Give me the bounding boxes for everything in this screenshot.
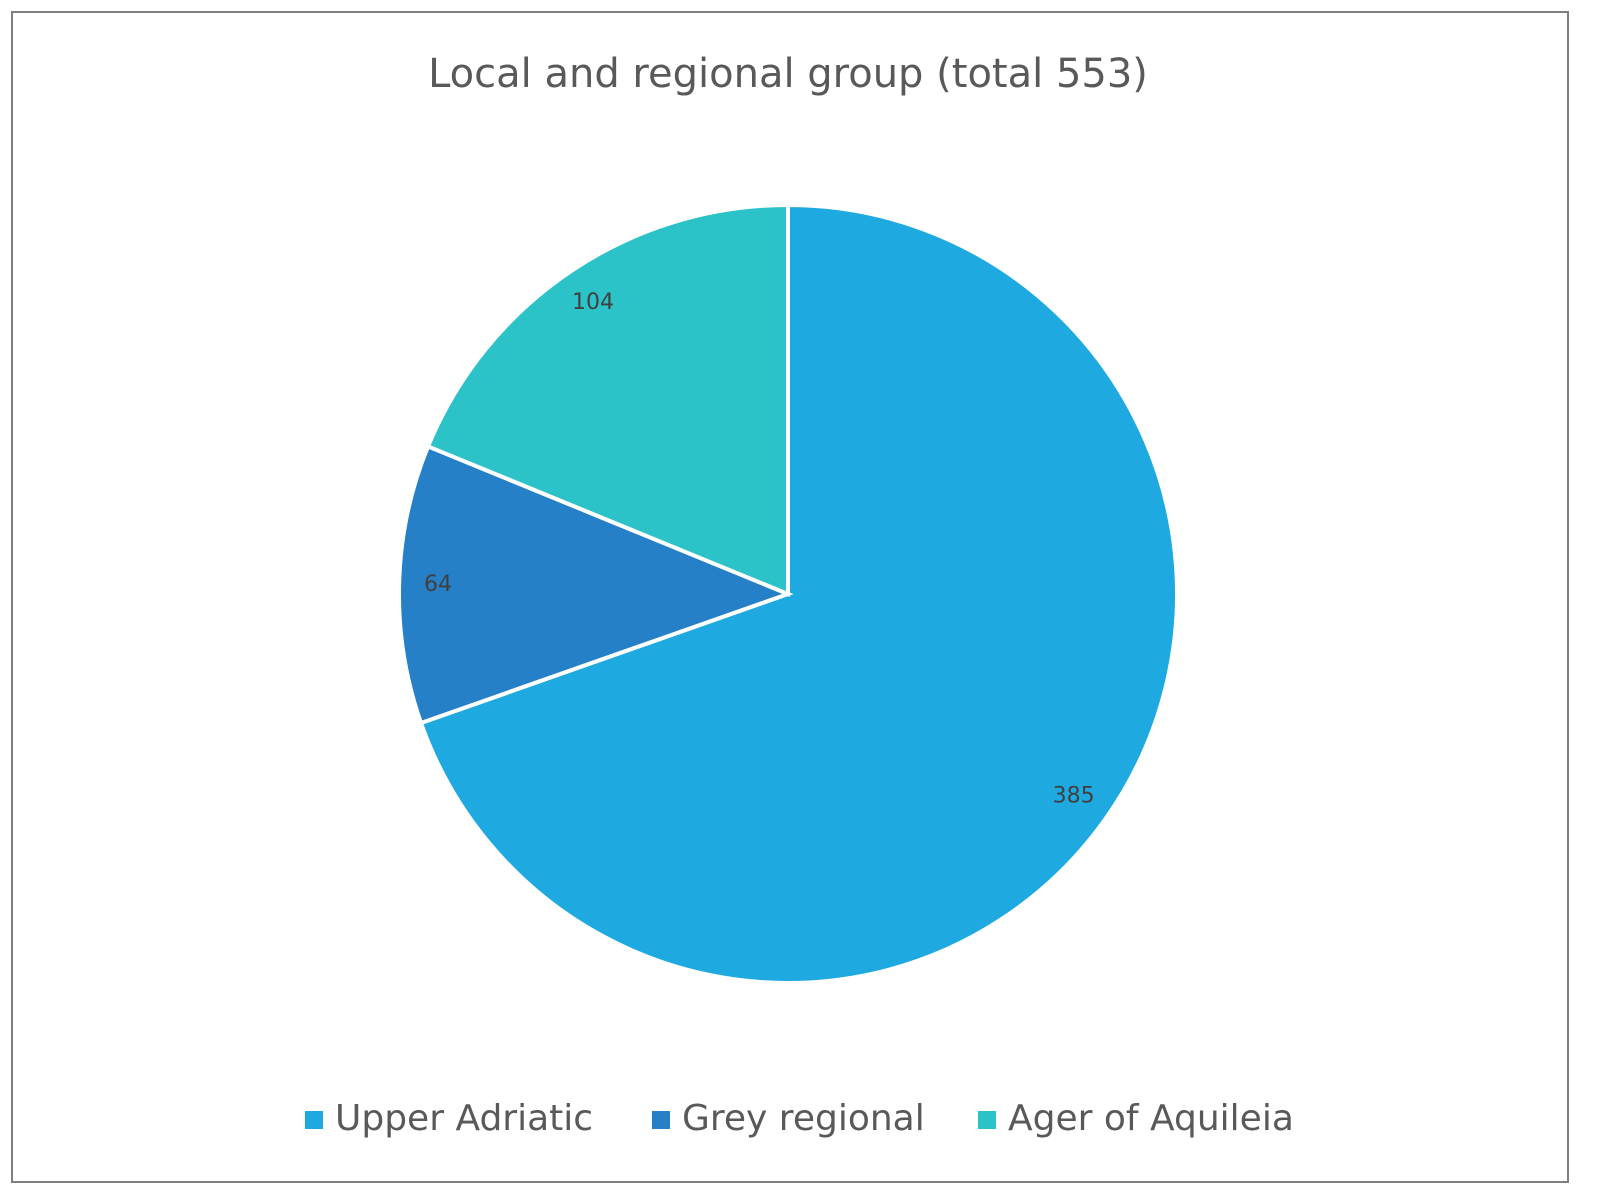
data-label: 104 — [572, 290, 614, 315]
legend-label: Upper Adriatic — [335, 1098, 593, 1139]
pie-slice — [418, 202, 1179, 985]
legend-label: Ager of Aquileia — [1008, 1098, 1294, 1139]
chart-title: Local and regional group (total 553) — [428, 51, 1148, 97]
pie-slice — [397, 443, 794, 726]
legend-swatch — [978, 1111, 996, 1129]
pie-slice — [425, 202, 790, 597]
data-label: 64 — [424, 572, 452, 597]
legend-label: Grey regional — [682, 1098, 925, 1139]
legend-swatch — [305, 1111, 323, 1129]
data-label: 385 — [1053, 783, 1095, 808]
legend-swatch — [652, 1111, 670, 1129]
